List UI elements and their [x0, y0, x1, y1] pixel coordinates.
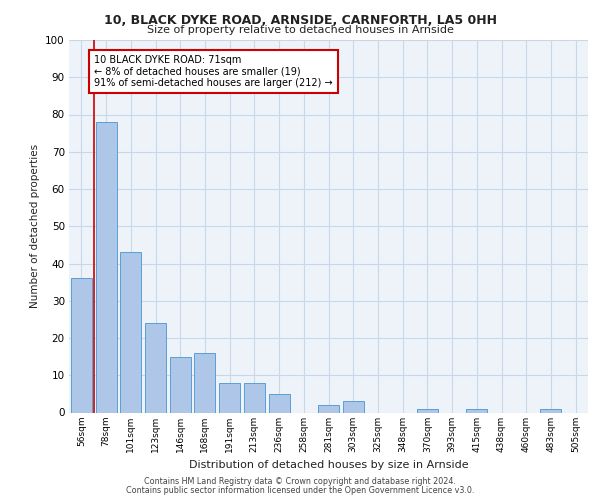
Bar [219, 382, 240, 412]
Bar [145, 323, 166, 412]
Text: Contains HM Land Registry data © Crown copyright and database right 2024.: Contains HM Land Registry data © Crown c… [144, 477, 456, 486]
Text: Contains public sector information licensed under the Open Government Licence v3: Contains public sector information licen… [126, 486, 474, 495]
Text: 10, BLACK DYKE ROAD, ARNSIDE, CARNFORTH, LA5 0HH: 10, BLACK DYKE ROAD, ARNSIDE, CARNFORTH,… [104, 14, 497, 27]
Bar [170, 356, 191, 412]
Bar [417, 409, 438, 412]
Bar [269, 394, 290, 412]
Bar [318, 405, 339, 412]
Text: 10 BLACK DYKE ROAD: 71sqm
← 8% of detached houses are smaller (19)
91% of semi-d: 10 BLACK DYKE ROAD: 71sqm ← 8% of detach… [94, 55, 333, 88]
Bar [541, 409, 562, 412]
Bar [343, 402, 364, 412]
Text: Size of property relative to detached houses in Arnside: Size of property relative to detached ho… [146, 25, 454, 35]
Bar [244, 382, 265, 412]
X-axis label: Distribution of detached houses by size in Arnside: Distribution of detached houses by size … [188, 460, 469, 470]
Bar [71, 278, 92, 412]
Bar [194, 353, 215, 412]
Bar [95, 122, 116, 412]
Y-axis label: Number of detached properties: Number of detached properties [29, 144, 40, 308]
Bar [466, 409, 487, 412]
Bar [120, 252, 141, 412]
